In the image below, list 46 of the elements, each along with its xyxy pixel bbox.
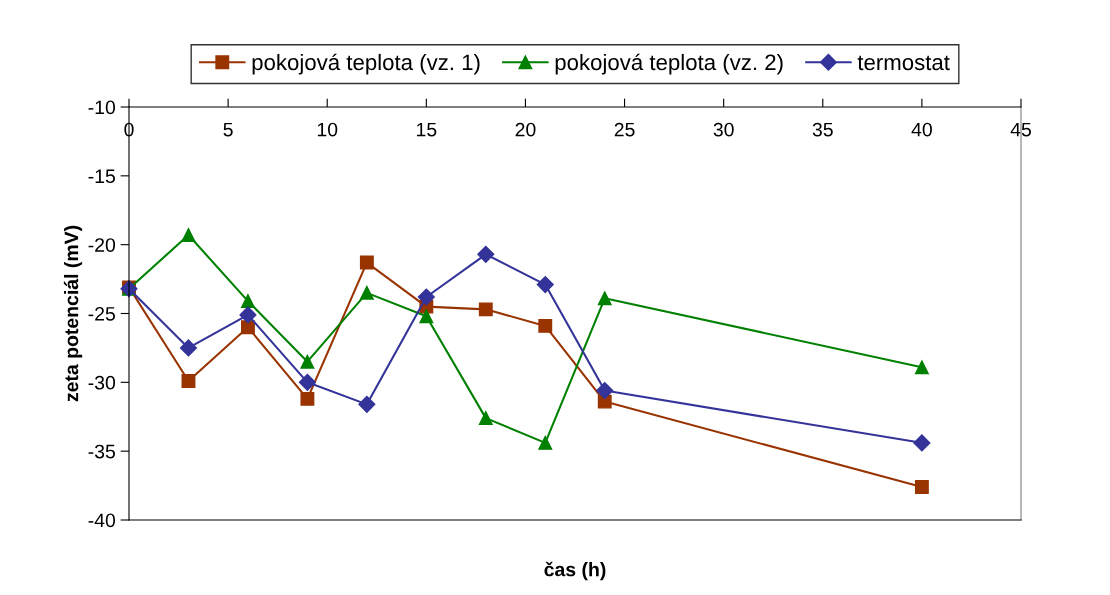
x-tick-label: 35 [812, 122, 833, 137]
x-tick-label: 15 [417, 122, 437, 137]
x-tick-label: 10 [317, 122, 338, 137]
point [538, 318, 553, 333]
point [300, 391, 315, 406]
y-tick-label: -40 [88, 513, 116, 528]
x-axis-title: čas (h) [544, 561, 606, 581]
point [179, 339, 198, 357]
legend-label: pokojová teplota (vz. 2) [555, 53, 783, 75]
y-axis-title: zeta potenciál (mV) [63, 225, 83, 402]
point [417, 288, 435, 306]
x-tick-label: 40 [911, 122, 932, 137]
x-tick-label: 25 [614, 122, 635, 137]
x-tick-label: 5 [223, 122, 233, 137]
point [914, 360, 929, 375]
x-tick-label: 20 [515, 122, 536, 137]
x-tick-label: 30 [713, 122, 734, 137]
point [913, 434, 931, 452]
y-tick-label: -35 [88, 444, 115, 459]
point [359, 255, 374, 270]
y-tick-label: -15 [88, 169, 115, 184]
point [358, 395, 376, 413]
y-tick-label: -30 [88, 375, 116, 390]
y-tick-label: -10 [88, 100, 116, 115]
point [419, 309, 434, 324]
point [181, 228, 196, 242]
point [240, 294, 255, 309]
point [359, 285, 374, 300]
point [538, 435, 553, 450]
x-tick-label: 45 [1010, 122, 1031, 137]
y-tick-label: -20 [88, 238, 116, 252]
point [298, 373, 316, 391]
point [239, 306, 257, 324]
point [914, 480, 929, 494]
point [596, 382, 614, 400]
legend-label: termostat [857, 55, 950, 71]
legend-label: pokojová teplota (vz. 1) [252, 53, 480, 75]
point [240, 320, 255, 335]
point [478, 411, 493, 426]
point [478, 302, 493, 317]
point [597, 291, 612, 306]
point [181, 374, 196, 388]
point [477, 245, 495, 263]
point [536, 276, 554, 294]
point [300, 354, 315, 369]
y-tick-label: -25 [88, 306, 115, 321]
